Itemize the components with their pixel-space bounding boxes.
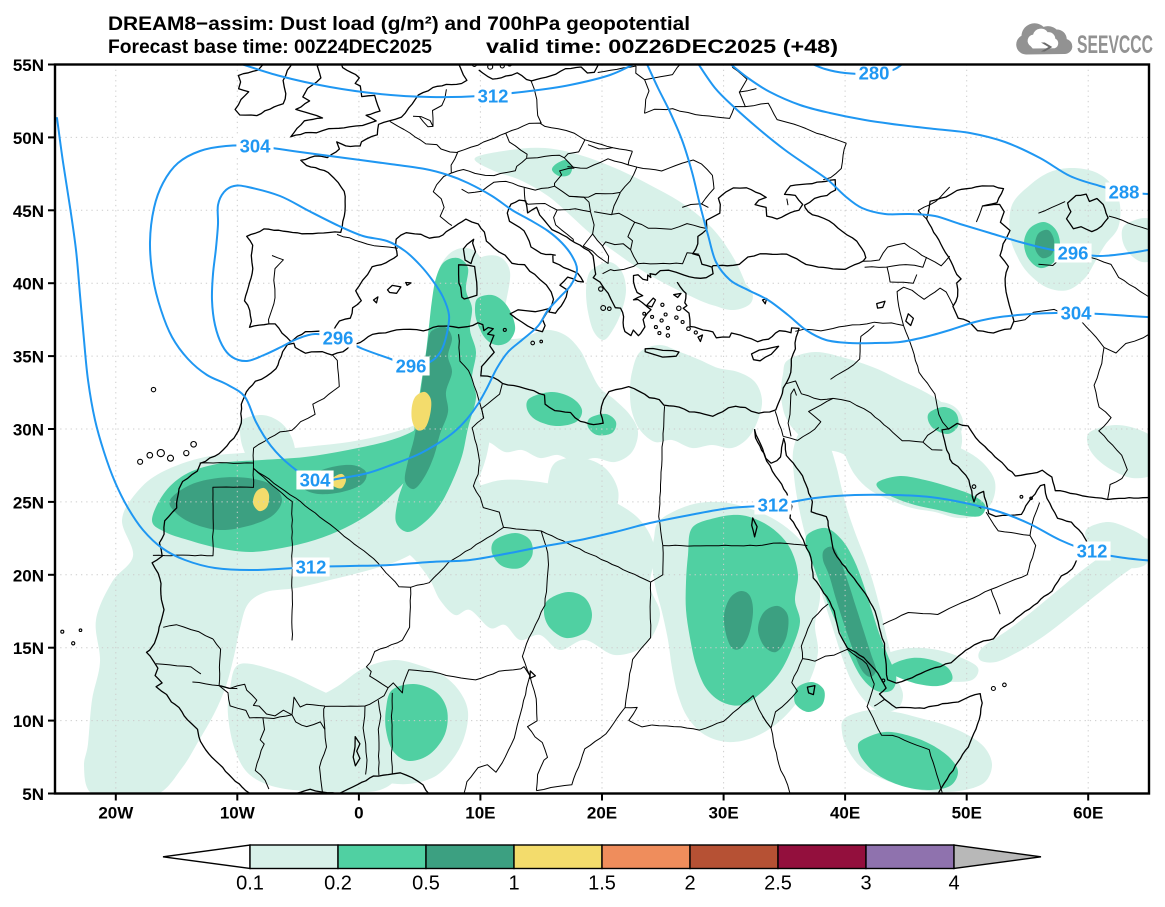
- svg-text:288: 288: [1109, 182, 1140, 203]
- svg-text:5N: 5N: [22, 785, 44, 804]
- svg-text:30E: 30E: [708, 804, 738, 823]
- svg-text:20N: 20N: [13, 566, 44, 585]
- svg-text:40N: 40N: [13, 275, 44, 294]
- svg-text:SEEVCCC: SEEVCCC: [1077, 31, 1153, 59]
- svg-text:304: 304: [1061, 303, 1093, 324]
- svg-text:2.5: 2.5: [764, 873, 792, 895]
- svg-text:2: 2: [684, 873, 695, 895]
- svg-text:DREAM8−assim: Dust load (g/m²): DREAM8−assim: Dust load (g/m²) and 700hP…: [108, 13, 690, 35]
- svg-text:1: 1: [508, 873, 519, 895]
- svg-text:15N: 15N: [13, 639, 44, 658]
- svg-text:50E: 50E: [952, 804, 982, 823]
- svg-text:296: 296: [323, 328, 354, 349]
- svg-text:60E: 60E: [1073, 804, 1103, 823]
- svg-text:0.5: 0.5: [412, 873, 440, 895]
- svg-text:55N: 55N: [13, 56, 44, 75]
- svg-text:312: 312: [1077, 541, 1108, 562]
- svg-text:4: 4: [948, 873, 959, 895]
- svg-text:296: 296: [396, 356, 427, 377]
- svg-text:40E: 40E: [830, 804, 860, 823]
- svg-text:25N: 25N: [13, 493, 44, 512]
- svg-text:10E: 10E: [465, 804, 495, 823]
- svg-text:30N: 30N: [13, 421, 44, 440]
- svg-text:312: 312: [296, 557, 327, 578]
- svg-text:312: 312: [478, 86, 509, 107]
- svg-text:10N: 10N: [13, 712, 44, 731]
- svg-text:296: 296: [1058, 243, 1089, 264]
- svg-text:Forecast base time: 00Z24DEC20: Forecast base time: 00Z24DEC2025: [108, 36, 432, 58]
- svg-text:304: 304: [240, 136, 272, 157]
- svg-text:35N: 35N: [13, 348, 44, 367]
- svg-text:312: 312: [758, 495, 789, 516]
- svg-text:280: 280: [859, 63, 890, 84]
- svg-text:304: 304: [300, 470, 332, 491]
- svg-text:1.5: 1.5: [588, 873, 616, 895]
- svg-text:0.1: 0.1: [236, 873, 264, 895]
- svg-text:50N: 50N: [13, 129, 44, 148]
- svg-text:0: 0: [354, 804, 363, 823]
- svg-text:45N: 45N: [13, 202, 44, 221]
- svg-text:10W: 10W: [220, 804, 256, 823]
- svg-text:0.2: 0.2: [324, 873, 352, 895]
- svg-text:20E: 20E: [587, 804, 617, 823]
- svg-text:valid time: 00Z26DEC2025 (+48): valid time: 00Z26DEC2025 (+48): [486, 36, 838, 58]
- svg-text:3: 3: [860, 873, 871, 895]
- svg-text:20W: 20W: [98, 804, 134, 823]
